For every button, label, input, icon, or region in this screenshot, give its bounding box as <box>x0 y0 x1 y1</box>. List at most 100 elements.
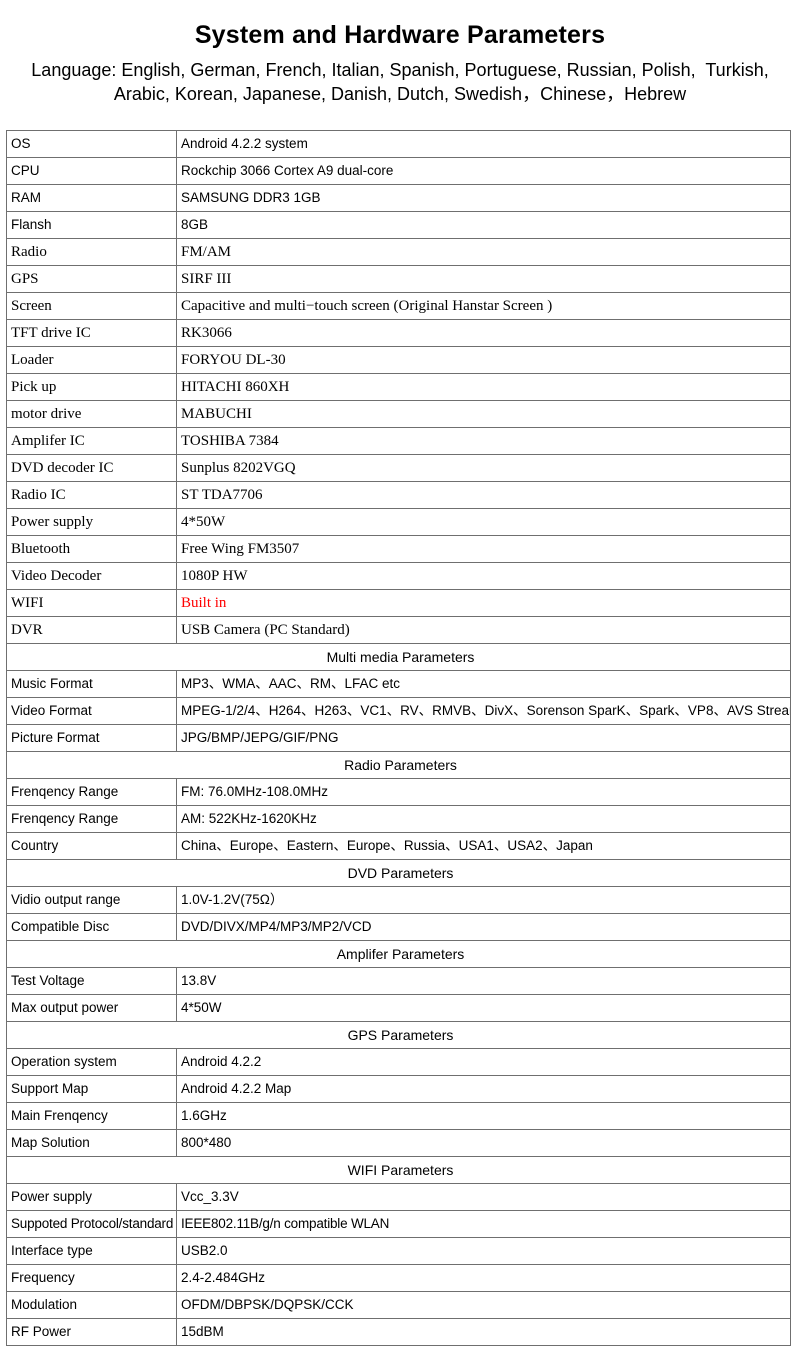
table-row: DVD decoder IC Sunplus 8202VGQ <box>6 454 791 482</box>
spec-value-cell: 13.8V <box>176 967 791 995</box>
spec-value-cell: Rockchip 3066 Cortex A9 dual-core <box>176 157 791 185</box>
spec-value-cell: Android 4.2.2 <box>176 1048 791 1076</box>
spec-label-cell: Country <box>6 832 177 860</box>
spec-value-cell: MABUCHI <box>176 400 791 428</box>
spec-label-cell: Main Frenqency <box>6 1102 177 1130</box>
spec-label-cell: Power supply <box>6 508 177 536</box>
spec-label-cell: Amplifer IC <box>6 427 177 455</box>
spec-label-cell: Loader <box>6 346 177 374</box>
spec-value-cell: USB Camera (PC Standard) <box>176 616 791 644</box>
spec-label-cell: motor drive <box>6 400 177 428</box>
table-row: Pick up HITACHI 860XH <box>6 373 791 401</box>
language-list: Language: English, German, French, Itali… <box>31 60 769 104</box>
table-row: Video Format MPEG-1/2/4、H264、H263、VC1、RV、… <box>6 697 791 725</box>
spec-label-cell: Picture Format <box>6 724 177 752</box>
table-row: Max output power 4*50W <box>6 994 791 1022</box>
table-row: Test Voltage 13.8V <box>6 967 791 995</box>
table-row: Interface type USB2.0 <box>6 1237 791 1265</box>
table-row: Amplifer IC TOSHIBA 7384 <box>6 427 791 455</box>
table-row: Map Solution 800*480 <box>6 1129 791 1157</box>
spec-label-cell: Compatible Disc <box>6 913 177 941</box>
spec-value-cell: Capacitive and multi−touch screen (Origi… <box>176 292 791 320</box>
spec-value-cell: 1.6GHz <box>176 1102 791 1130</box>
spec-value-cell: 4*50W <box>176 994 791 1022</box>
spec-value-cell: 8GB <box>176 211 791 239</box>
spec-value-cell: Android 4.2.2 Map <box>176 1075 791 1103</box>
table-row: CPU Rockchip 3066 Cortex A9 dual-core <box>6 157 791 185</box>
table-row: Suppoted Protocol/standard IEEE802.11B/g/… <box>6 1210 791 1238</box>
spec-label-cell: TFT drive IC <box>6 319 177 347</box>
table-row: Radio FM/AM <box>6 238 791 266</box>
table-row: Video Decoder 1080P HW <box>6 562 791 590</box>
spec-label-cell: Flansh <box>6 211 177 239</box>
spec-label-cell: Pick up <box>6 373 177 401</box>
spec-value-cell: 1.0V-1.2V(75Ω） <box>176 886 791 914</box>
spec-value-cell: FM: 76.0MHz-108.0MHz <box>176 778 791 806</box>
spec-label-cell: Interface type <box>6 1237 177 1265</box>
spec-label-cell: Max output power <box>6 994 177 1022</box>
spec-value-cell: IEEE802.11B/g/n compatible WLAN <box>176 1210 791 1238</box>
spec-label-cell: RF Power <box>6 1318 177 1346</box>
spec-label-cell: Radio IC <box>6 481 177 509</box>
spec-label-cell: Music Format <box>6 670 177 698</box>
spec-value-cell: OFDM/DBPSK/DQPSK/CCK <box>176 1291 791 1319</box>
section-header-label: Radio Parameters <box>6 751 791 779</box>
spec-label-cell: DVD decoder IC <box>6 454 177 482</box>
spec-value-cell: MPEG-1/2/4、H264、H263、VC1、RV、RMVB、DivX、So… <box>176 697 791 725</box>
spec-value-cell: DVD/DIVX/MP4/MP3/MP2/VCD <box>176 913 791 941</box>
table-row: Frenqency Range FM: 76.0MHz-108.0MHz <box>6 778 791 806</box>
spec-label-cell: WIFI <box>6 589 177 617</box>
table-row: WIFI Built in <box>6 589 791 617</box>
section-header-row: Radio Parameters <box>6 751 791 779</box>
spec-label-cell: Frenqency Range <box>6 778 177 806</box>
spec-label-cell: Power supply <box>6 1183 177 1211</box>
spec-label-cell: DVR <box>6 616 177 644</box>
section-header-label: GPS Parameters <box>6 1021 791 1049</box>
spec-label-cell: RAM <box>6 184 177 212</box>
table-row: Frequency 2.4-2.484GHz <box>6 1264 791 1292</box>
spec-value-cell: JPG/BMP/JEPG/GIF/PNG <box>176 724 791 752</box>
spec-value-cell: TOSHIBA 7384 <box>176 427 791 455</box>
spec-value-cell: USB2.0 <box>176 1237 791 1265</box>
spec-label-cell: GPS <box>6 265 177 293</box>
table-row: Music Format MP3、WMA、AAC、RM、LFAC etc <box>6 670 791 698</box>
spec-value-cell: China、Europe、Eastern、Europe、Russia、USA1、… <box>176 832 791 860</box>
spec-label-cell: Video Decoder <box>6 562 177 590</box>
table-row: Power supply Vcc_3.3V <box>6 1183 791 1211</box>
spec-value-cell: Built in <box>176 589 791 617</box>
section-header-row: GPS Parameters <box>6 1021 791 1049</box>
spec-label-cell: Screen <box>6 292 177 320</box>
table-row: Screen Capacitive and multi−touch screen … <box>6 292 791 320</box>
spec-value-cell: Sunplus 8202VGQ <box>176 454 791 482</box>
section-header-label: Amplifer Parameters <box>6 940 791 968</box>
spec-label-cell: Map Solution <box>6 1129 177 1157</box>
section-header-row: Amplifer Parameters <box>6 940 791 968</box>
section-header-row: DVD Parameters <box>6 859 791 887</box>
spec-value-cell: SAMSUNG DDR3 1GB <box>176 184 791 212</box>
page-title: System and Hardware Parameters <box>194 21 606 49</box>
spec-label-cell: Test Voltage <box>6 967 177 995</box>
table-row: Power supply 4*50W <box>6 508 791 536</box>
spec-label-cell: CPU <box>6 157 177 185</box>
spec-label-cell: Bluetooth <box>6 535 177 563</box>
spec-value-cell: SIRF III <box>176 265 791 293</box>
table-row: Radio IC ST TDA7706 <box>6 481 791 509</box>
spec-value-cell: Free Wing FM3507 <box>176 535 791 563</box>
spec-label-cell: Operation system <box>6 1048 177 1076</box>
spec-label-cell: Vidio output range <box>6 886 177 914</box>
spec-label-cell: Radio <box>6 238 177 266</box>
spec-value-cell: RK3066 <box>176 319 791 347</box>
spec-value-cell: 15dBM <box>176 1318 791 1346</box>
spec-label-cell: Video Format <box>6 697 177 725</box>
table-row: Operation system Android 4.2.2 <box>6 1048 791 1076</box>
spec-value-cell: 2.4-2.484GHz <box>176 1264 791 1292</box>
spec-label-cell: Modulation <box>6 1291 177 1319</box>
spec-label-cell: Support Map <box>6 1075 177 1103</box>
spec-label-cell: Frequency <box>6 1264 177 1292</box>
table-row: Flansh 8GB <box>6 211 791 239</box>
spec-value-cell: FM/AM <box>176 238 791 266</box>
section-header-row: WIFI Parameters <box>6 1156 791 1184</box>
spec-label-cell: Frenqency Range <box>6 805 177 833</box>
table-row: RF Power 15dBM <box>6 1318 791 1346</box>
spec-value-cell: Android 4.2.2 system <box>176 130 791 158</box>
